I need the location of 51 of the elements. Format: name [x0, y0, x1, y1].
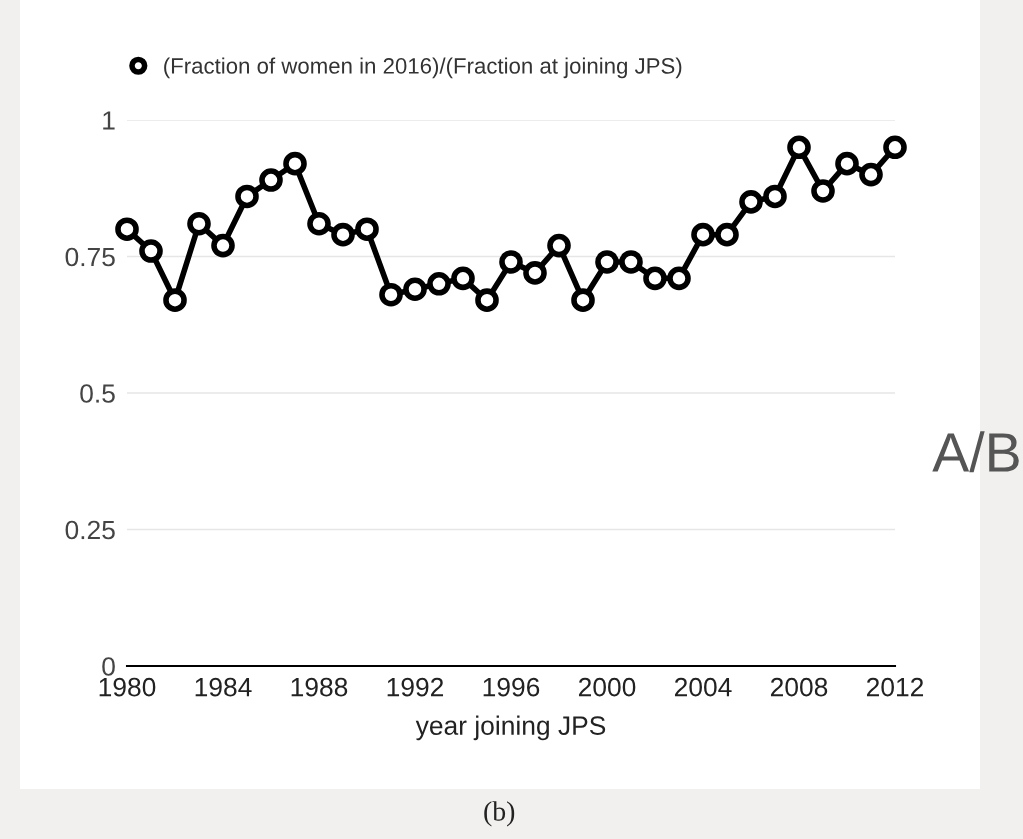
point: [691, 222, 715, 247]
point: [451, 266, 475, 291]
point: [715, 222, 739, 247]
y-tick-label: 0.25: [65, 520, 115, 540]
point: [163, 288, 187, 312]
point: [115, 217, 139, 242]
point: [763, 184, 787, 209]
point: [811, 179, 835, 203]
point: [859, 162, 883, 187]
point: [547, 233, 571, 258]
point: [571, 288, 595, 312]
x-tick-label: 1984: [195, 677, 252, 697]
legend-label: (Fraction of women in 2016)/(Fraction at joining JPS): [164, 57, 682, 79]
y-tick-label: 1: [103, 111, 115, 130]
x-tick-label: 1992: [387, 677, 444, 697]
x-tick-label: 1980: [99, 677, 156, 697]
text: (b): [484, 801, 515, 827]
point: [619, 250, 643, 274]
point: [835, 151, 859, 176]
point: [307, 211, 331, 236]
y-tick-label: 0.75: [65, 247, 115, 267]
point: [259, 168, 283, 192]
x-tick-label: 2000: [578, 677, 636, 697]
point: [403, 277, 427, 302]
point: [331, 222, 355, 247]
point: [139, 239, 163, 263]
x-tick-label: 2012: [866, 677, 924, 697]
point: [427, 271, 451, 296]
point: [355, 217, 379, 242]
text: A/B: [932, 431, 1019, 473]
y-tick-label: 0: [102, 657, 115, 676]
x-tick-label: 1996: [483, 677, 540, 697]
point: [595, 250, 619, 274]
point: [235, 184, 259, 209]
point: [211, 233, 235, 258]
point: [787, 135, 811, 160]
point: [883, 135, 907, 160]
point: [523, 261, 547, 285]
point: [643, 266, 667, 291]
x-tick-label: 2004: [674, 677, 732, 697]
point: [499, 250, 523, 274]
point: [283, 151, 307, 176]
point: [187, 211, 211, 236]
point: [475, 288, 499, 312]
y-tick-label: 0.5: [80, 384, 115, 403]
x-tick-label: 1988: [291, 677, 348, 697]
point: [667, 266, 691, 291]
point: [739, 190, 763, 214]
x-axis-title: year joining JPS: [415, 715, 606, 741]
point: [379, 282, 403, 307]
x-tick-label: 2008: [770, 677, 828, 697]
